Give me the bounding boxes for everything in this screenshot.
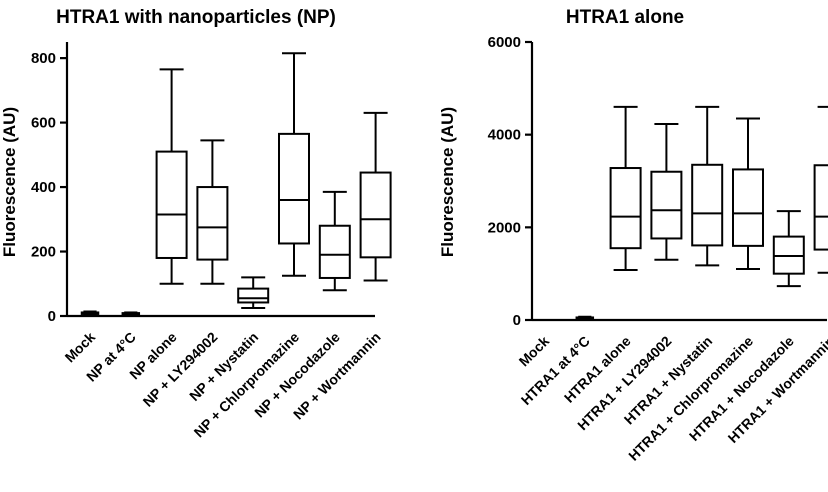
iqr-box [237,287,270,304]
iqr-box [732,168,764,247]
box-plot [732,117,764,271]
y-tick-label: 6000 [488,34,521,51]
box-plot [278,52,310,277]
box-plot [196,139,229,285]
box-plot [359,111,392,282]
iqr-box [650,170,683,240]
category-label: Mock [515,333,552,370]
y-tick-label: 600 [31,115,56,132]
iqr-box [813,164,828,251]
box-plot [318,190,351,292]
box-plot [772,210,805,288]
box-plot [155,68,188,285]
chart-title: HTRA1 alone [566,7,684,28]
y-tick-label: 400 [31,179,56,196]
iqr-box [318,224,351,279]
y-tick-label: 2000 [488,219,521,236]
y-tick-label: 800 [31,50,56,67]
iqr-box [609,167,642,250]
y-tick-label: 0 [513,312,521,329]
iqr-box [691,163,724,247]
box-plot [691,105,724,267]
iqr-box [278,132,310,245]
iqr-box [155,150,188,259]
iqr-box [359,171,392,259]
chart-panel-right: HTRA1 alone Fluorescence (AU) 0 2000 4000 6… [438,7,828,464]
y-axis-label: Fluorescence (AU) [438,107,457,257]
y-axis-label: Fluorescence (AU) [0,107,19,257]
chart-title: HTRA1 with nanoparticles (NP) [56,7,336,28]
chart-panel-left: HTRA1 with nanoparticles (NP) Fluorescen… [0,7,392,440]
box-plot [650,123,683,261]
box-plot [237,276,270,309]
y-tick-label: 4000 [488,127,521,144]
iqr-box [196,186,229,261]
box-plot [813,105,828,274]
y-tick-label: 0 [48,308,56,325]
box-plot [121,311,141,317]
category-label: Mock [61,329,98,366]
box-plot [80,310,100,316]
box-plot [609,105,642,271]
box-plot [575,315,595,321]
y-tick-label: 200 [31,244,56,261]
